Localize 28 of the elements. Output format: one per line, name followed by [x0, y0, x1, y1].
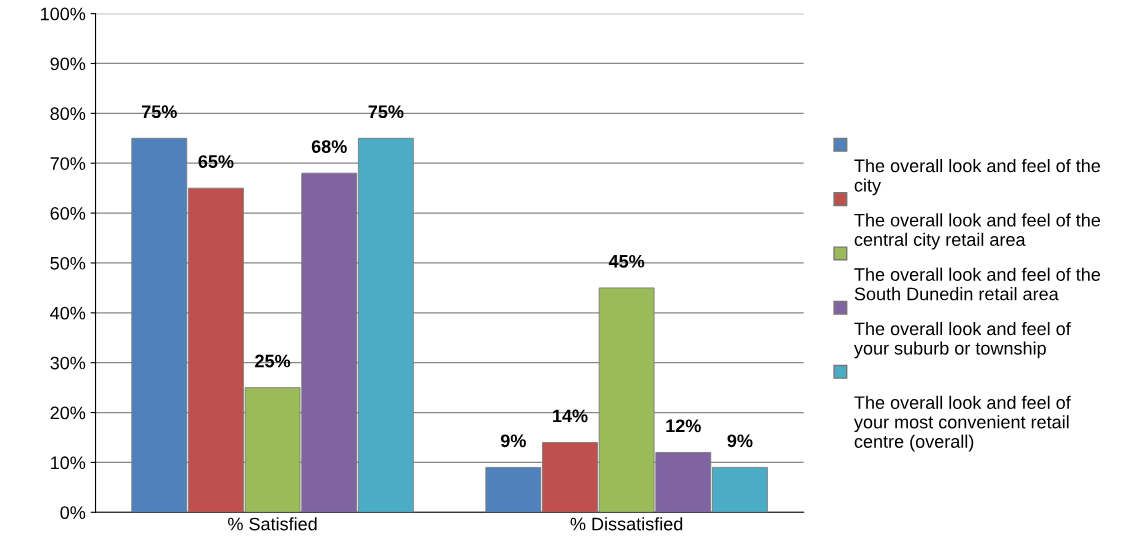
y-tick-label: 80%: [50, 107, 86, 121]
data-label: 12%: [666, 419, 701, 433]
y-tick-label: 10%: [51, 456, 86, 470]
data-label: 65%: [198, 155, 234, 168]
y-tick-label: 30%: [50, 356, 86, 370]
data-label: 75%: [141, 105, 177, 119]
y-tick-label: 90%: [50, 57, 86, 71]
data-label: 25%: [255, 354, 291, 368]
x-tick-label: % Dissatisfied: [570, 517, 683, 531]
legend-label: The overall look and feel of the city: [854, 158, 1101, 196]
y-tick-label: 40%: [50, 306, 86, 320]
data-label: 14%: [553, 409, 588, 423]
legend-label: The overall look and feel of your most convenient retail centre (overall): [853, 395, 1071, 452]
data-label: 75%: [368, 105, 404, 119]
legend-label: The overall look and feel of your suburb or township: [853, 321, 1071, 359]
legend-label: The overall look and feel of the central city retail area: [854, 213, 1101, 250]
data-label: 45%: [608, 254, 645, 268]
data-label: 9%: [727, 434, 753, 448]
y-tick-label: 100%: [41, 7, 86, 21]
data-label: 68%: [311, 140, 347, 153]
y-tick-label: 70%: [50, 157, 86, 170]
data-label: 9%: [500, 434, 526, 448]
x-tick-label: % Satisfied: [228, 517, 317, 531]
legend-label: The overall look and feel of the South Dunedin retail area: [854, 267, 1101, 301]
y-tick-label: 60%: [50, 207, 86, 220]
y-tick-label: 20%: [50, 406, 86, 420]
y-tick-label: 0%: [60, 506, 86, 520]
y-tick-label: 50%: [50, 256, 86, 270]
